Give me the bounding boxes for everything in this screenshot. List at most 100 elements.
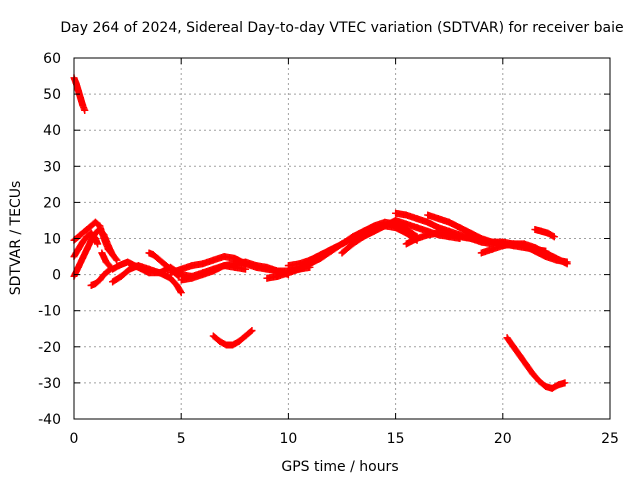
data-point [83, 225, 91, 233]
data-point [177, 265, 185, 273]
data-point [209, 332, 217, 340]
data-point [531, 225, 539, 233]
data-point [242, 258, 250, 266]
x-tick-label: 15 [387, 431, 405, 447]
data-point [216, 337, 224, 345]
data-point [477, 249, 485, 257]
data-point [424, 231, 432, 239]
data-point [109, 265, 117, 273]
data-point [113, 256, 121, 264]
data-point [284, 269, 292, 277]
data-point [100, 235, 108, 242]
data-point [134, 262, 142, 270]
data-point [109, 278, 117, 286]
data-point [317, 251, 325, 259]
data-point [306, 256, 314, 264]
data-point [177, 289, 185, 297]
data-point [424, 211, 432, 219]
data-point [338, 240, 346, 248]
data-point [456, 224, 464, 232]
data-point [87, 229, 95, 237]
data-point [79, 101, 87, 109]
x-tick-label: 5 [177, 431, 186, 447]
data-point [242, 332, 250, 340]
data-point [544, 229, 552, 237]
data-point [531, 244, 539, 252]
data-point [91, 235, 99, 242]
data-point [109, 251, 117, 259]
data-point [402, 220, 410, 228]
data-point [445, 218, 453, 226]
data-point [229, 341, 237, 349]
data-point [381, 222, 389, 230]
data-point [87, 281, 95, 289]
y-tick-label: -30 [38, 376, 61, 392]
data-point [392, 224, 400, 232]
data-point [149, 251, 157, 259]
data-point [145, 265, 153, 273]
data-point [252, 262, 260, 270]
series-arc-late-d [531, 225, 558, 241]
data-point [522, 361, 530, 369]
data-point [467, 235, 475, 242]
data-point [74, 263, 82, 271]
series-arc-late-c [477, 240, 571, 268]
data-point [295, 260, 303, 268]
data-point [81, 106, 89, 114]
data-point [76, 94, 84, 102]
data-point [158, 258, 166, 266]
data-point [552, 254, 560, 262]
data-point [100, 271, 108, 279]
data-point [542, 249, 550, 257]
grid [74, 58, 610, 419]
data-point [209, 256, 217, 264]
data-point [434, 229, 442, 237]
data-point [188, 262, 196, 270]
data-point [91, 218, 99, 226]
y-tick-label: 10 [43, 232, 61, 248]
data-point [263, 263, 271, 271]
data-point [263, 274, 271, 282]
data-point [434, 215, 442, 223]
data-point [529, 370, 537, 378]
data-point [402, 229, 410, 237]
data-point [175, 272, 183, 280]
data-point [94, 240, 102, 248]
data-point [209, 267, 217, 275]
data-point [162, 262, 170, 270]
data-point [413, 215, 421, 223]
data-point [188, 274, 196, 282]
y-tick-label: -20 [38, 340, 61, 356]
data-point [550, 233, 558, 241]
y-tick-label: 0 [52, 268, 61, 284]
y-axis-label: SDTVAR / TECUs [8, 181, 24, 296]
y-tick-label: 20 [43, 195, 61, 211]
y-tick-label: 40 [43, 123, 61, 139]
data-point [166, 269, 174, 277]
chart-title: Day 264 of 2024, Sidereal Day-to-day VTE… [60, 20, 623, 36]
data-point [424, 218, 432, 226]
data-point [173, 281, 181, 289]
data-point [156, 269, 164, 277]
data-point [83, 245, 91, 253]
data-point [102, 258, 110, 266]
data-point [392, 216, 400, 224]
data-point [535, 377, 543, 385]
data-point [199, 260, 207, 268]
x-axis-label: GPS time / hours [281, 459, 398, 475]
data-point [548, 384, 556, 392]
data-point [499, 242, 507, 250]
data-point [274, 272, 282, 280]
series-arc-early-b [70, 218, 117, 259]
data-point [126, 265, 134, 273]
axes: 0 5 10 15 20 25 -40 -30 -20 -10 0 10 20 30 40 50 60 [38, 51, 619, 447]
series-arc-neg-late [503, 334, 569, 392]
data-point [516, 352, 524, 360]
data-point [154, 254, 162, 262]
data-point [338, 249, 346, 257]
x-tick-label: 0 [70, 431, 79, 447]
data-point [563, 260, 571, 268]
data-point [284, 262, 292, 270]
data-point [413, 224, 421, 232]
data-point [104, 245, 112, 253]
